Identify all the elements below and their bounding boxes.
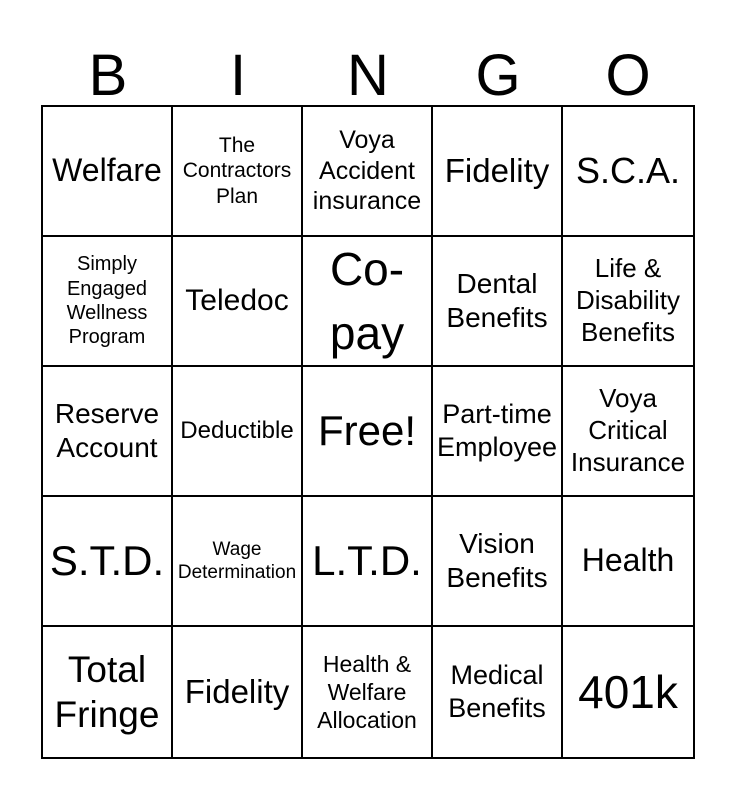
bingo-header-letter-o: O xyxy=(605,43,651,108)
bingo-cell-r2c4[interactable]: Dental Benefits xyxy=(433,237,563,367)
bingo-grid: Welfare The Contractors Plan Voya Accide… xyxy=(41,105,695,759)
bingo-cell-r2c2[interactable]: Teledoc xyxy=(173,237,303,367)
bingo-cell-r2c5[interactable]: Life & Disability Benefits xyxy=(563,237,693,367)
bingo-header: B I N G O xyxy=(41,40,695,105)
bingo-header-letter-n: N xyxy=(347,43,389,108)
bingo-cell-r5c4[interactable]: Medical Benefits xyxy=(433,627,563,757)
bingo-cell-r2c3[interactable]: Co-pay xyxy=(303,237,433,367)
bingo-cell-r4c4[interactable]: Vision Benefits xyxy=(433,497,563,627)
bingo-cell-r5c2[interactable]: Fidelity xyxy=(173,627,303,757)
bingo-cell-r2c1[interactable]: Simply Engaged Wellness Program xyxy=(43,237,173,367)
bingo-cell-r3c5[interactable]: Voya Critical Insurance xyxy=(563,367,693,497)
bingo-cell-r1c4[interactable]: Fidelity xyxy=(433,107,563,237)
bingo-cell-r1c3[interactable]: Voya Accident insurance xyxy=(303,107,433,237)
bingo-header-letter-g: G xyxy=(475,43,521,108)
bingo-cell-r1c2[interactable]: The Contractors Plan xyxy=(173,107,303,237)
bingo-card: B I N G O Welfare The Contractors Plan V… xyxy=(41,40,695,759)
bingo-cell-r5c1[interactable]: Total Fringe xyxy=(43,627,173,757)
bingo-cell-r1c5[interactable]: S.C.A. xyxy=(563,107,693,237)
bingo-header-letter-b: B xyxy=(88,43,128,108)
bingo-cell-r3c1[interactable]: Reserve Account xyxy=(43,367,173,497)
bingo-cell-r4c1[interactable]: S.T.D. xyxy=(43,497,173,627)
bingo-cell-r4c2[interactable]: Wage Determination xyxy=(173,497,303,627)
bingo-cell-r3c4[interactable]: Part-time Employee xyxy=(433,367,563,497)
bingo-cell-r3c2[interactable]: Deductible xyxy=(173,367,303,497)
bingo-cell-r4c5[interactable]: Health xyxy=(563,497,693,627)
bingo-cell-r5c5[interactable]: 401k xyxy=(578,665,678,718)
bingo-header-letter-i: I xyxy=(229,43,247,108)
bingo-cell-free-space[interactable]: Free! xyxy=(303,367,433,497)
bingo-cell-r5c3[interactable]: Health & Welfare Allocation xyxy=(303,627,433,757)
bingo-cell-r4c3[interactable]: L.T.D. xyxy=(303,497,433,627)
bingo-cell-r1c1[interactable]: Welfare xyxy=(43,107,173,237)
